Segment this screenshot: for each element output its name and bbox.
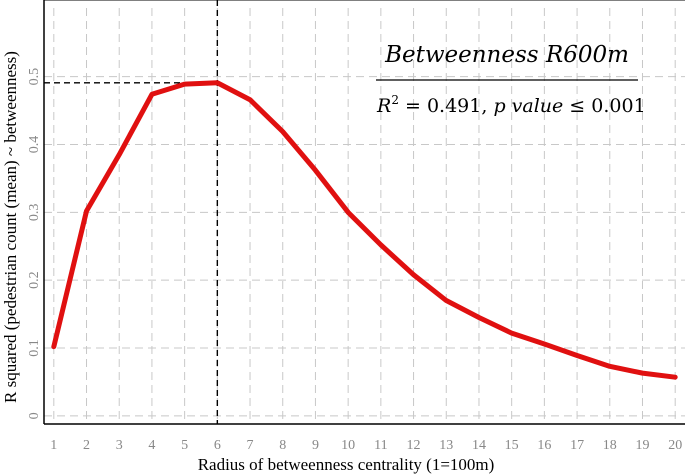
x-tick-label: 3 [116, 438, 123, 453]
x-tick-label: 18 [603, 438, 617, 453]
annotation: Betweenness R600m R2 = 0.491, p value ≤ … [376, 42, 646, 117]
y-tick-labels: 0 0.1 0.2 0.3 0.4 0.5 [27, 68, 42, 419]
x-axis-title: Radius of betweenness centrality (1=100m… [198, 455, 495, 474]
x-tick-label: 9 [312, 438, 319, 453]
x-tick-label: 2 [83, 438, 90, 453]
x-tick-label: 14 [472, 438, 486, 453]
annotation-title: Betweenness R600m [384, 42, 629, 68]
x-tick-label: 17 [570, 438, 584, 453]
x-tick-label: 4 [148, 438, 155, 453]
y-axis-title: R squared (pedestrian count (mean) ~ bet… [1, 51, 20, 403]
y-tick-label: 0.1 [27, 339, 42, 357]
x-tick-label: 1 [50, 438, 57, 453]
y-tick-label: 0.2 [27, 271, 42, 289]
x-tick-label: 15 [505, 438, 519, 453]
x-tick-label: 12 [407, 438, 421, 453]
x-tick-label: 13 [439, 438, 453, 453]
x-tick-label: 20 [668, 438, 682, 453]
x-tick-label: 5 [181, 438, 188, 453]
annotation-stats: R2 = 0.491, p value ≤ 0.001 [376, 93, 646, 117]
x-tick-label: 10 [341, 438, 355, 453]
y-tick-label: 0.5 [27, 68, 42, 86]
x-tick-label: 16 [537, 438, 551, 453]
y-tick-label: 0.3 [27, 204, 42, 222]
x-tick-label: 6 [214, 438, 221, 453]
p-value: ≤ 0.001 [563, 95, 645, 117]
y-tick-label: 0.4 [27, 136, 42, 154]
axes [43, 0, 685, 425]
x-tick-label: 8 [279, 438, 286, 453]
x-tick-label: 11 [374, 438, 387, 453]
series-line-0 [51, 80, 678, 380]
x-tick-labels: 1 2 3 4 5 6 7 8 9 10 11 12 13 14 15 16 17 18 19 20 [50, 438, 682, 453]
series [51, 80, 678, 380]
r2-value: = 0.491, [399, 95, 493, 117]
x-tick-label: 19 [635, 438, 649, 453]
r2-superscript: 2 [391, 93, 399, 107]
y-tick-label: 0 [27, 412, 42, 419]
p-label: p value [493, 95, 563, 117]
r2-symbol: R [376, 95, 391, 117]
x-tick-label: 7 [247, 438, 254, 453]
